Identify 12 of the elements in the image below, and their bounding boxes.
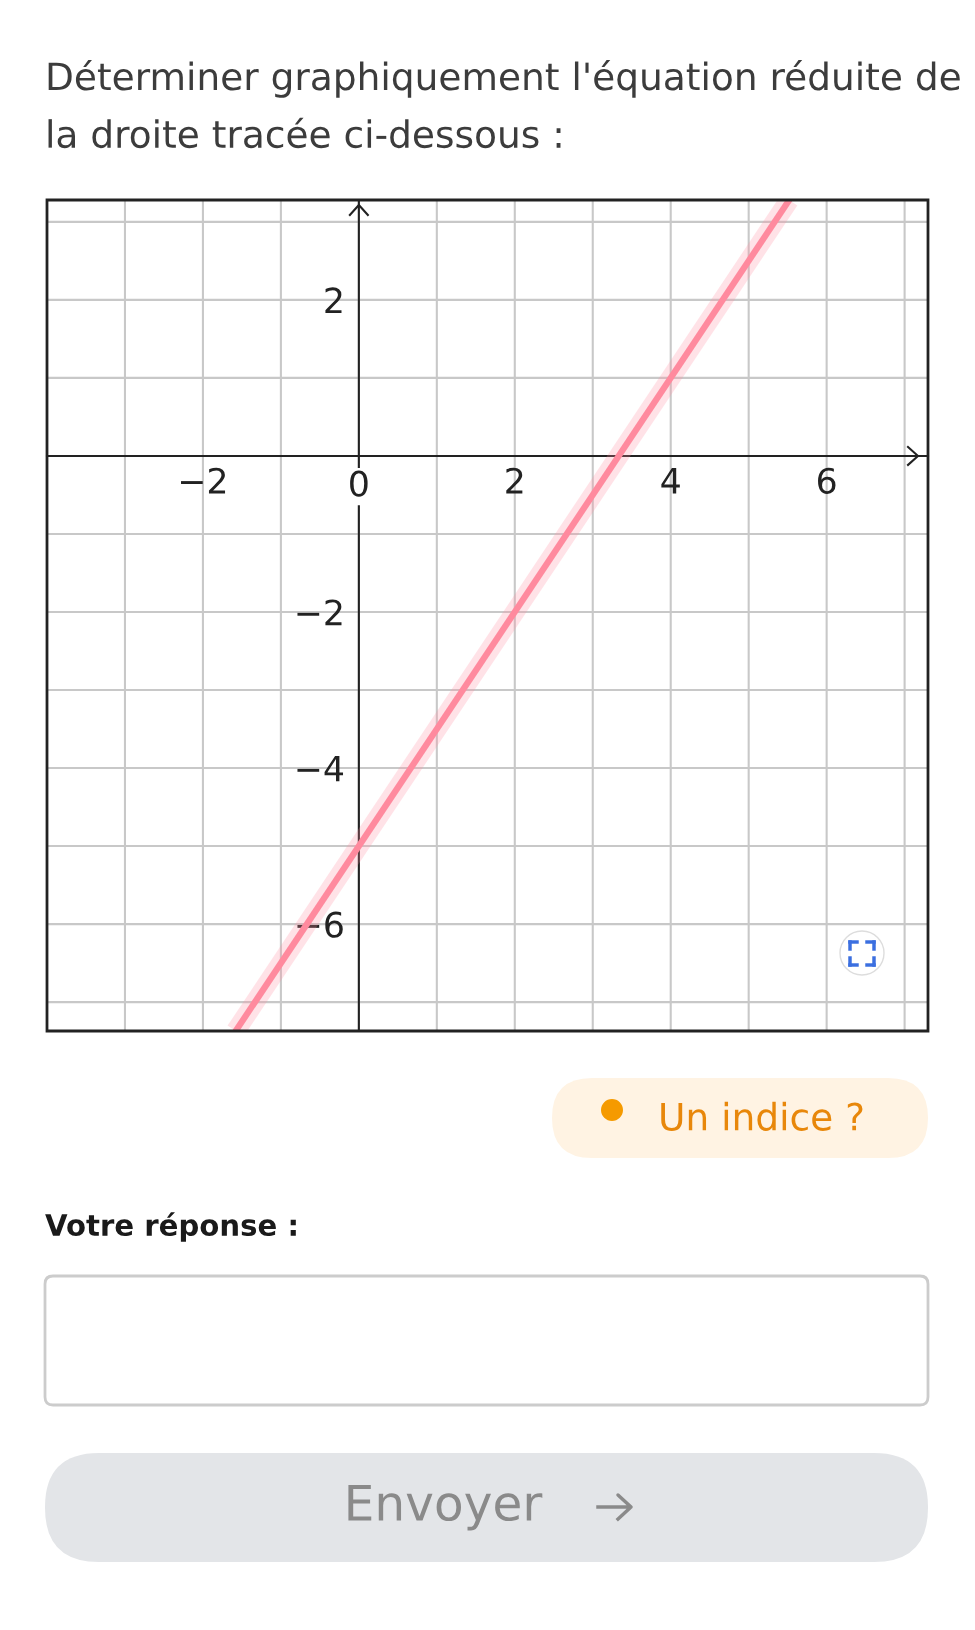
x-tick-label: −2: [181, 467, 226, 494]
x-tick-label: 4: [661, 468, 680, 494]
chart-title: Déterminer graphiquement l'équation réduite de la droite tracée ci-dessous :: [48, 60, 960, 149]
text: Envoyer: [348, 1484, 543, 1531]
x-tick-label: 2: [506, 467, 523, 494]
y-tick-label: −2: [297, 599, 342, 626]
x-tick-label: 6: [818, 467, 836, 494]
y-tick-label: −4: [297, 755, 344, 782]
x-tick-label: 0: [350, 470, 368, 497]
y-tick-label: 2: [325, 287, 342, 314]
text: Un indice ?: [661, 1101, 863, 1131]
text: Votre réponse :: [45, 1212, 296, 1242]
